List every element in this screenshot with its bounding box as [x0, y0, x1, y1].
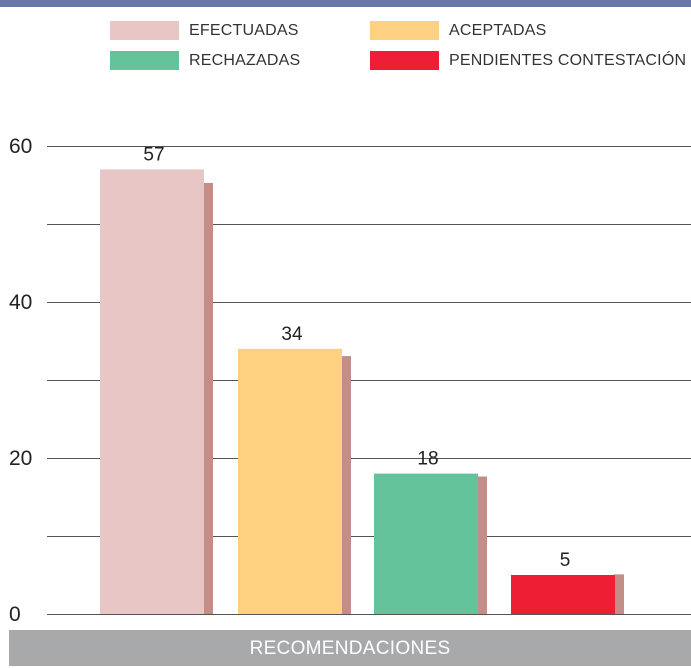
y-tick-label: 40 — [9, 291, 32, 314]
bar-shadow — [203, 182, 213, 614]
y-tick-label: 20 — [9, 447, 32, 470]
legend-label-rechazadas: RECHAZADAS — [189, 52, 301, 69]
bar-2 — [238, 348, 342, 614]
bar-shadow — [477, 476, 487, 614]
x-axis-label: RECOMENDACIONES — [249, 638, 451, 659]
legend-swatch-pendientes — [370, 51, 439, 70]
legend-swatch-rechazadas — [110, 51, 179, 70]
y-tick-label: 60 — [9, 135, 32, 158]
bar-shadow — [614, 574, 624, 614]
bar-1 — [100, 169, 204, 614]
bar-chart: 0 20 40 60 57 34 18 5 — [9, 135, 691, 626]
bar-4 — [511, 575, 615, 614]
data-label: 34 — [281, 324, 303, 345]
top-rule — [0, 0, 691, 7]
x-axis-band — [9, 630, 691, 666]
legend-swatch-efectuadas — [110, 21, 179, 40]
data-label: 18 — [417, 449, 438, 470]
bar-3 — [374, 473, 478, 614]
y-tick-label: 0 — [9, 603, 21, 626]
legend-label-aceptadas: ACEPTADAS — [449, 22, 547, 39]
legend-label-efectuadas: EFECTUADAS — [189, 22, 299, 39]
data-label: 5 — [560, 550, 571, 571]
legend-label-pendientes: PENDIENTES CONTESTACIÓN — [449, 52, 687, 69]
data-label: 57 — [143, 144, 164, 165]
legend-swatch-aceptadas — [370, 21, 439, 40]
bar-shadow — [341, 356, 351, 614]
